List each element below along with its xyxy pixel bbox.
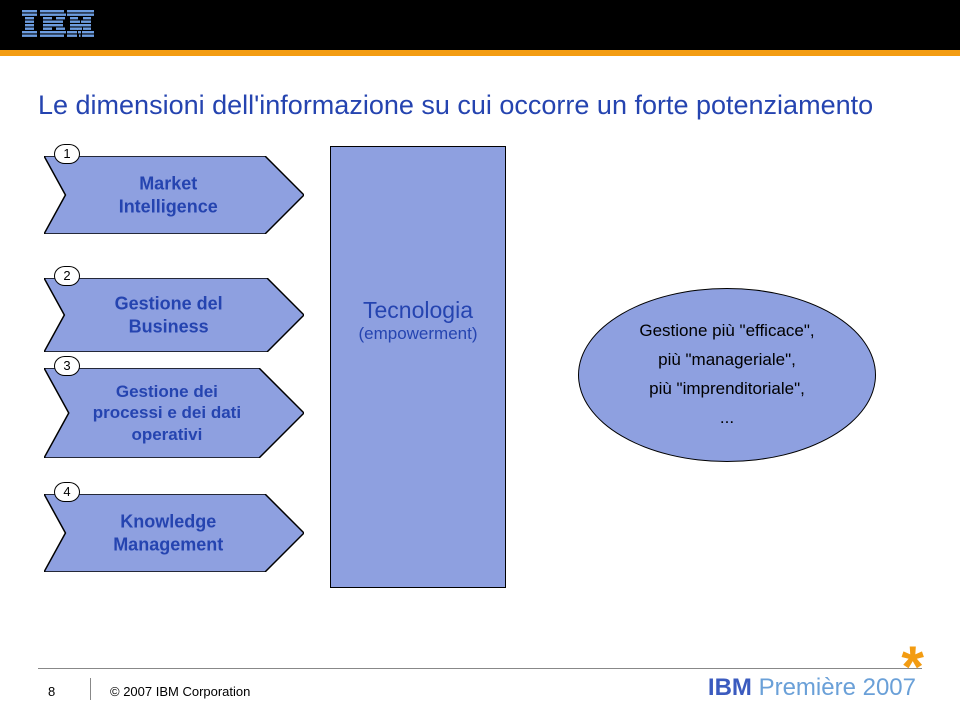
ellipse-line: Gestione più "efficace", [639,317,814,346]
arrow-number-badge: 3 [54,356,80,376]
arrow-label: Gestione deiprocessi e dei datioperativi [75,381,259,445]
arrow-label: KnowledgeManagement [71,511,265,556]
ellipse-line: più "manageriale", [658,346,796,375]
copyright: © 2007 IBM Corporation [110,684,250,699]
slide-title: Le dimensioni dell'informazione su cui o… [38,90,920,121]
brand-rest: Première 2007 [752,674,916,701]
center-title: Tecnologia [331,297,505,324]
footer-divider [38,668,922,669]
footer-separator [90,678,91,700]
arrow-number-badge: 4 [54,482,80,502]
header-accent-bar [0,50,960,56]
arrow-box-2: 2Gestione delBusiness [44,278,304,352]
center-subtitle: (empowerment) [331,324,505,344]
arrow-number-badge: 2 [54,266,80,286]
event-brand: IBM Première 2007 [708,674,916,702]
arrow-label: MarketIntelligence [71,173,265,218]
outcome-ellipse: Gestione più "efficace",più "manageriale… [578,288,876,462]
header-bar [0,0,960,50]
arrow-box-4: 4KnowledgeManagement [44,494,304,572]
footer: 8 © 2007 IBM Corporation * IBM Première … [0,668,960,716]
ellipse-line: più "imprenditoriale", [649,375,805,404]
arrow-box-3: 3Gestione deiprocessi e dei datioperativ… [44,368,304,458]
page-number: 8 [48,684,55,699]
brand-ibm: IBM [708,674,752,701]
arrow-box-1: 1MarketIntelligence [44,156,304,234]
ibm-logo [22,10,94,38]
ellipse-line: ... [720,404,734,433]
arrow-label: Gestione delBusiness [70,293,267,338]
center-column: Tecnologia (empowerment) [330,146,506,588]
arrow-number-badge: 1 [54,144,80,164]
